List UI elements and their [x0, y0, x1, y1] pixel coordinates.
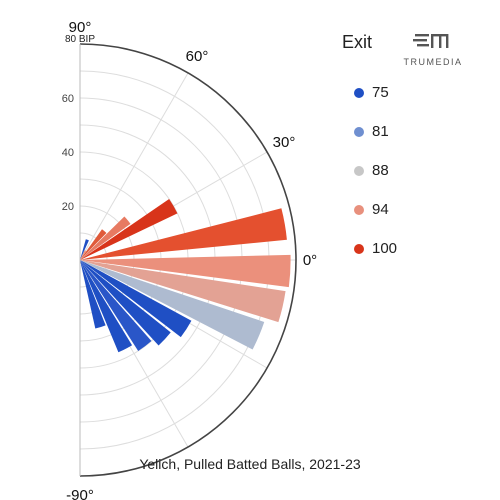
radial-tick-label: 60	[62, 93, 74, 105]
angle-label: 90°	[69, 19, 92, 36]
legend-swatch	[354, 204, 364, 215]
legend-item: 94	[354, 201, 389, 218]
angle-label: 60°	[186, 48, 209, 65]
legend-label: 100	[372, 240, 398, 257]
trumedia-logo-icon	[413, 34, 449, 48]
angle-label: 0°	[303, 252, 317, 269]
bar-wedge	[80, 260, 152, 351]
legend-swatch	[354, 243, 364, 254]
legend-item: 75	[354, 84, 389, 101]
legend-item: 81	[354, 123, 389, 140]
bar-wedge	[80, 260, 192, 338]
radial-axis-title: 80 BIP	[65, 34, 95, 45]
legend-title: Exit	[342, 32, 373, 52]
bar-wedge	[80, 260, 286, 323]
legend-label: 81	[372, 123, 389, 140]
angle-gridline	[79, 72, 189, 261]
bar-wedge	[80, 260, 265, 350]
brand-logo: TRUMEDIA	[398, 32, 468, 67]
outer-arc	[79, 43, 297, 477]
legend-item: 88	[354, 162, 389, 179]
bar-wedge	[80, 250, 87, 260]
legend-swatch	[354, 87, 364, 98]
bar-wedge	[80, 239, 89, 260]
legend-label: 94	[372, 201, 389, 218]
bar-wedge	[80, 260, 171, 346]
legend-swatch	[354, 165, 364, 176]
bar-wedge	[80, 254, 291, 288]
radial-tick-label: 40	[62, 147, 74, 159]
bar-wedge	[80, 216, 131, 260]
bar-wedge	[80, 260, 133, 353]
legend-label: 75	[372, 84, 389, 101]
legend-swatch	[354, 126, 364, 137]
legend-label: 88	[372, 162, 389, 179]
angle-label: -90°	[66, 487, 94, 500]
legend-item: 100	[354, 240, 397, 257]
bar-wedge	[80, 208, 287, 260]
angle-label: 30°	[273, 134, 296, 151]
radial-tick-label: 20	[62, 201, 74, 213]
brand-name: TRUMEDIA	[403, 57, 463, 67]
chart-caption: Yelich, Pulled Batted Balls, 2021-23	[139, 456, 361, 472]
legend: Exit 75 81 88 94 100	[342, 32, 492, 257]
bar-wedge	[80, 260, 106, 329]
bar-wedge	[80, 198, 178, 260]
bar-wedge	[80, 229, 107, 260]
